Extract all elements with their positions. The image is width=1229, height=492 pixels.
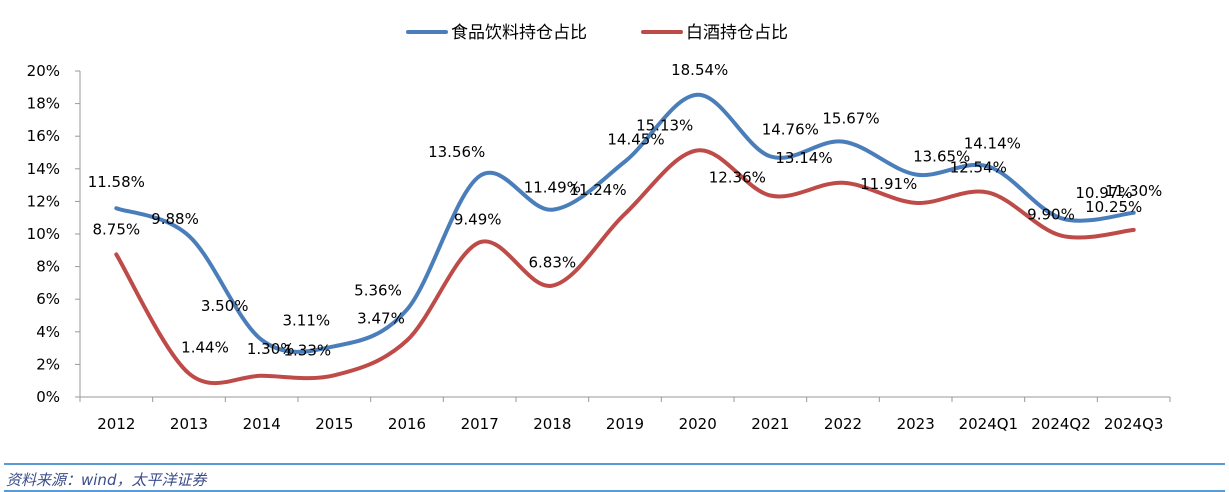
data-label-baijiu: 12.36% <box>709 169 766 187</box>
x-tick-label: 2013 <box>170 415 208 433</box>
chart-series-lines <box>114 92 1136 385</box>
x-tick-label: 2014 <box>243 415 281 433</box>
series-line-baijiu <box>114 148 1136 385</box>
data-label-food-beverage: 14.76% <box>762 120 819 138</box>
x-tick-label: 2024Q3 <box>1104 415 1164 433</box>
chart-legend: 食品饮料持仓占比 白酒持仓占比 <box>406 23 788 43</box>
legend-label-food-beverage: 食品饮料持仓占比 <box>451 23 587 43</box>
data-label-food-beverage: 14.45% <box>607 131 664 149</box>
y-tick-label: 14% <box>27 160 60 178</box>
x-tick-label: 2015 <box>315 415 353 433</box>
line-chart: 0% 2% 4% 6% 8% 10% 12% 14% 16% 18% 20% 2012 2013 2014… <box>27 23 1171 433</box>
x-tick-label: 2020 <box>679 415 717 433</box>
y-tick-label: 6% <box>36 290 60 308</box>
data-label-food-beverage: 13.56% <box>428 143 485 161</box>
x-tick-label: 2021 <box>751 415 789 433</box>
y-tick-label: 18% <box>27 95 60 113</box>
y-tick-label: 16% <box>27 127 60 145</box>
data-label-baijiu: 1.30% <box>247 340 295 358</box>
data-label-food-beverage: 9.88% <box>151 210 199 228</box>
data-label-baijiu: 11.24% <box>569 181 626 199</box>
y-tick-label: 12% <box>27 192 60 210</box>
chart-axes: 0% 2% 4% 6% 8% 10% 12% 14% 16% 18% 20% 2012 2013 2014… <box>27 62 1171 433</box>
data-label-food-beverage: 11.49% <box>524 179 581 197</box>
data-label-baijiu: 1.33% <box>283 341 331 359</box>
data-label-food-beverage: 13.65% <box>913 148 970 166</box>
source-note: 资料来源：wind，太平洋证券 <box>6 471 207 489</box>
divider-top <box>4 463 1225 465</box>
y-tick-label: 0% <box>36 388 60 406</box>
x-tick-label: 2012 <box>97 415 135 433</box>
data-label-baijiu: 10.25% <box>1085 198 1142 216</box>
x-tick-label: 2023 <box>897 415 935 433</box>
data-label-baijiu: 8.75% <box>92 220 140 238</box>
series-line-food-beverage <box>114 92 1136 354</box>
data-label-food-beverage: 3.11% <box>282 311 330 329</box>
chart-data-labels: 11.58% 9.88% 3.50% 3.11% 5.36% 13.56% 11.49% 14… <box>88 61 1163 359</box>
x-tick-label: 2024Q1 <box>959 415 1019 433</box>
x-tick-label: 2018 <box>533 415 571 433</box>
y-tick-label: 20% <box>27 62 60 80</box>
data-label-food-beverage: 18.54% <box>671 61 728 79</box>
divider-bottom <box>4 490 1225 492</box>
data-label-food-beverage: 5.36% <box>354 282 402 300</box>
data-label-baijiu: 12.54% <box>950 159 1007 177</box>
data-label-baijiu: 9.90% <box>1027 206 1075 224</box>
data-label-food-beverage: 10.97% <box>1075 184 1132 202</box>
data-label-baijiu: 11.91% <box>860 175 917 193</box>
data-label-baijiu: 1.44% <box>181 339 229 357</box>
legend-label-baijiu: 白酒持仓占比 <box>686 23 788 43</box>
x-tick-label: 2019 <box>606 415 644 433</box>
data-label-baijiu: 6.83% <box>528 254 576 272</box>
x-tick-label: 2024Q2 <box>1031 415 1091 433</box>
data-label-food-beverage: 11.30% <box>1105 182 1162 200</box>
y-tick-label: 2% <box>36 355 60 373</box>
y-tick-label: 10% <box>27 225 60 243</box>
data-label-food-beverage: 11.58% <box>88 173 145 191</box>
x-tick-label: 2017 <box>461 415 499 433</box>
y-tick-label: 4% <box>36 323 60 341</box>
y-tick-label: 8% <box>36 258 60 276</box>
data-label-baijiu: 3.47% <box>357 309 405 327</box>
data-label-baijiu: 13.14% <box>775 149 832 167</box>
data-label-baijiu: 9.49% <box>454 210 502 228</box>
data-label-food-beverage: 14.14% <box>964 135 1021 153</box>
data-label-baijiu: 15.13% <box>636 116 693 134</box>
data-label-food-beverage: 3.50% <box>201 297 249 315</box>
data-label-food-beverage: 15.67% <box>822 110 879 128</box>
x-tick-label: 2016 <box>388 415 426 433</box>
x-tick-label: 2022 <box>824 415 862 433</box>
